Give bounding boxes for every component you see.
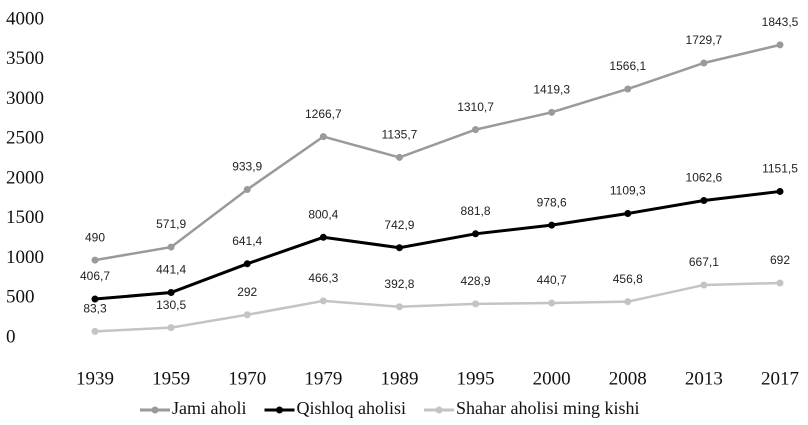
point [395, 153, 403, 161]
x-tick-label: 2000 [533, 368, 571, 389]
data-label: 933,9 [232, 160, 262, 174]
data-label: 456,8 [613, 272, 643, 286]
y-tick-label: 3500 [6, 48, 44, 69]
x-tick-label: 1970 [228, 368, 266, 389]
point [472, 126, 480, 134]
x-tick-label: 2017 [761, 368, 799, 389]
legend-label: Qishloq aholisi [297, 398, 407, 418]
data-label: 667,1 [689, 255, 719, 269]
point [776, 41, 784, 49]
x-tick-label: 1989 [380, 368, 418, 389]
y-tick-label: 1500 [6, 207, 44, 228]
point [91, 327, 99, 335]
data-label: 571,9 [156, 217, 186, 231]
data-label: 1843,5 [762, 15, 799, 29]
data-label: 392,8 [384, 277, 414, 291]
point [624, 209, 632, 217]
point [395, 303, 403, 311]
data-label: 1729,7 [686, 33, 723, 47]
point [776, 279, 784, 287]
data-label: 1419,3 [533, 83, 570, 97]
data-label: 428,9 [461, 274, 491, 288]
data-label: 441,4 [156, 263, 186, 277]
y-tick-label: 2000 [6, 167, 44, 188]
point [624, 298, 632, 306]
x-tick-label: 1995 [457, 368, 495, 389]
point [319, 233, 327, 241]
data-label: 978,6 [537, 195, 567, 209]
point [624, 85, 632, 93]
y-tick-label: 1000 [6, 247, 44, 268]
legend-marker [435, 406, 443, 414]
point [700, 281, 708, 289]
y-tick-label: 500 [6, 287, 35, 308]
point [472, 230, 480, 238]
legend-marker [276, 406, 283, 414]
data-label: 1135,7 [382, 128, 418, 142]
data-label: 406,7 [80, 269, 110, 283]
point [548, 108, 556, 116]
data-label: 466,3 [308, 271, 338, 285]
data-label: 692 [770, 253, 790, 267]
data-label: 881,8 [461, 204, 491, 218]
point [776, 187, 784, 195]
data-label: 641,4 [232, 234, 262, 248]
data-label: 130,5 [156, 298, 186, 312]
point [395, 244, 403, 252]
series-line [94, 281, 781, 333]
legend-label: Jami aholi [172, 398, 247, 418]
x-tick-label: 1939 [76, 368, 114, 389]
data-label: 1266,7 [305, 107, 342, 121]
point [319, 133, 327, 141]
point [167, 324, 175, 332]
point [472, 300, 480, 308]
data-label: 800,4 [308, 207, 338, 221]
data-label: 1062,6 [686, 171, 723, 185]
data-label: 83,3 [83, 302, 107, 316]
point [700, 196, 708, 204]
series-line [94, 189, 781, 301]
point [167, 289, 175, 297]
data-label: 1109,3 [610, 184, 646, 198]
data-label: 440,7 [537, 273, 567, 287]
point [548, 221, 556, 229]
point [700, 59, 708, 67]
data-label: 1310,7 [457, 100, 494, 114]
data-label: 1151,5 [762, 162, 798, 176]
x-tick-label: 1979 [304, 368, 342, 389]
legend-marker [151, 406, 159, 414]
y-tick-label: 3000 [6, 88, 44, 109]
y-tick-label: 4000 [6, 8, 44, 29]
series-line [94, 43, 781, 262]
x-tick-label: 1959 [152, 368, 190, 389]
data-label: 742,9 [384, 218, 414, 232]
data-label: 1566,1 [609, 59, 646, 73]
point [243, 260, 251, 268]
point [243, 186, 251, 194]
point [167, 243, 175, 251]
data-label: 490 [85, 230, 105, 244]
point [319, 297, 327, 305]
y-tick-label: 0 [6, 326, 16, 347]
point [243, 311, 251, 319]
y-tick-label: 2500 [6, 128, 44, 149]
point [91, 256, 99, 264]
point [548, 299, 556, 307]
point [91, 295, 99, 303]
data-label: 292 [237, 285, 257, 299]
x-tick-label: 2008 [609, 368, 647, 389]
legend-label: Shahar aholisi ming kishi [456, 398, 640, 418]
x-tick-label: 2013 [685, 368, 723, 389]
